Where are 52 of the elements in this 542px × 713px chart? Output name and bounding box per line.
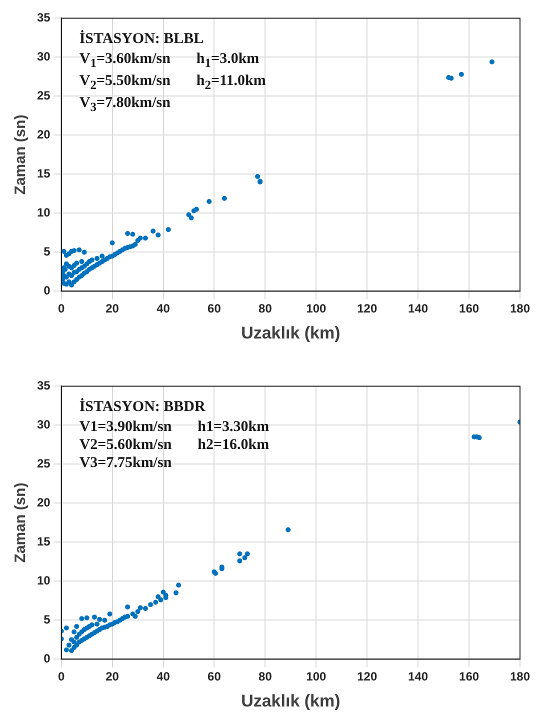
annotation: h1=3.30km — [198, 418, 270, 436]
x-tick-label: 0 — [58, 302, 66, 316]
x-tick-label: 60 — [208, 302, 222, 316]
x-tick-label: 180 — [510, 670, 530, 684]
annotation: V1=3.90km/sn — [79, 418, 172, 436]
y-tick-label: 15 — [36, 534, 51, 549]
x-tick-label: 20 — [106, 670, 120, 684]
x-tick-label: 20 — [106, 302, 120, 316]
annotation: h$_{1}$=3.0km — [196, 50, 260, 72]
x-tick-label: 60 — [208, 670, 222, 684]
x-tick-label: 80 — [258, 302, 272, 316]
annotation: V$_{2}$=5.50km/sn — [79, 72, 170, 94]
annotation: V$_{3}$=7.80km/sn — [79, 94, 170, 116]
annotation: V$_{1}$=3.60km/sn — [79, 50, 170, 72]
x-axis-title: Uzaklık (km) — [241, 323, 340, 342]
y-tick-label: 20 — [36, 128, 51, 142]
x-tick-label: 100 — [306, 670, 326, 684]
y-tick-label: 10 — [36, 574, 51, 588]
x-tick-label: 180 — [510, 302, 530, 316]
y-tick-label: 0 — [44, 652, 51, 666]
x-tick-label: 160 — [459, 302, 480, 316]
y-tick-label: 30 — [36, 418, 51, 432]
x-axis-title: Uzaklık (km) — [241, 691, 340, 710]
y-tick-label: 0 — [44, 284, 51, 298]
y-tick-label: 25 — [36, 88, 51, 103]
y-tick-label: 15 — [36, 166, 51, 181]
y-tick-label: 20 — [36, 496, 51, 510]
annotation: İSTASYON: BBDR — [79, 398, 206, 416]
x-tick-label: 160 — [459, 670, 480, 684]
x-tick-label: 140 — [408, 302, 428, 316]
y-tick-label: 25 — [36, 456, 51, 471]
x-tick-label: 140 — [408, 670, 428, 684]
x-tick-label: 40 — [156, 302, 170, 316]
annotation: h2=16.0km — [198, 436, 270, 454]
annotation: V2=5.60km/sn — [79, 436, 172, 454]
x-tick-label: 40 — [156, 670, 170, 684]
y-tick-label: 5 — [44, 612, 51, 627]
y-tick-label: 35 — [36, 378, 51, 393]
x-tick-label: 120 — [357, 670, 378, 684]
y-axis-title: Zaman (sn) — [12, 482, 30, 563]
x-tick-label: 120 — [357, 302, 378, 316]
y-axis-title: Zaman (sn) — [12, 114, 30, 195]
x-tick-label: 100 — [306, 302, 326, 316]
x-tick-label: 80 — [258, 670, 272, 684]
x-tick-label: 0 — [58, 670, 66, 684]
annotation: h$_{2}$=11.0km — [196, 72, 266, 94]
y-tick-label: 30 — [36, 50, 51, 64]
y-tick-label: 35 — [36, 10, 51, 25]
annotation: İSTASYON: BLBL — [79, 30, 205, 48]
y-tick-label: 5 — [44, 244, 51, 259]
y-tick-label: 10 — [36, 206, 51, 220]
annotation: V3=7.75km/sn — [79, 454, 172, 472]
